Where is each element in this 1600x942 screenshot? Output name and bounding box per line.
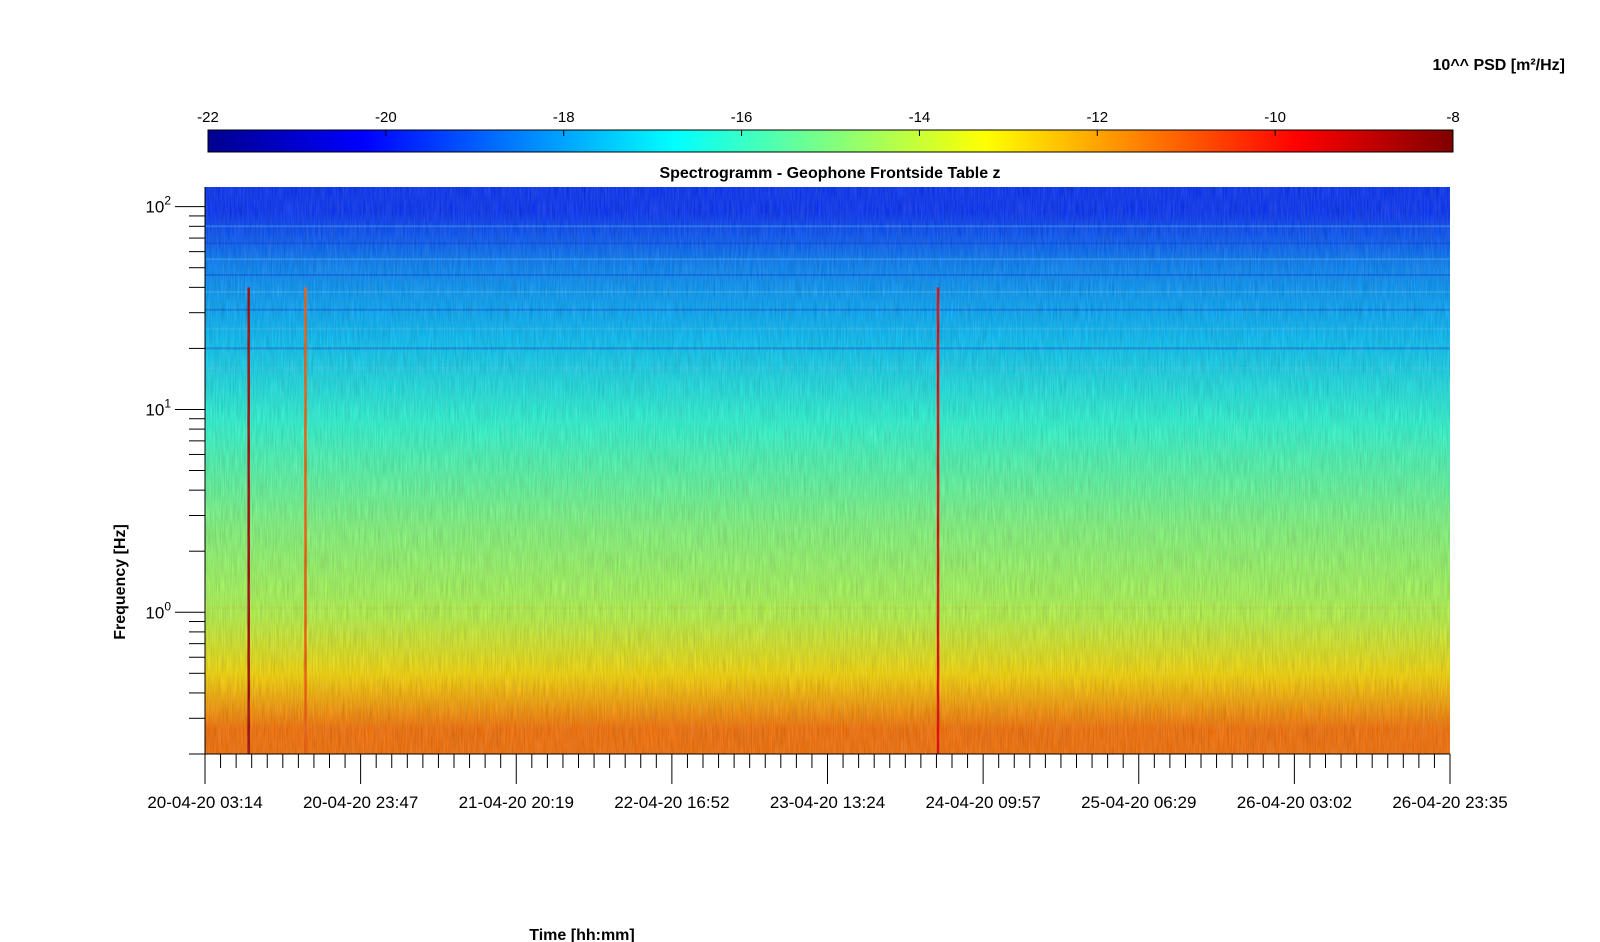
- chart-title: Spectrogramm - Geophone Frontside Table …: [659, 165, 1000, 182]
- colorbar-label: 10^^ PSD [m²/Hz]: [1433, 57, 1565, 74]
- y-tick-label: 102: [145, 194, 171, 217]
- colorbar-tick-label: -22: [197, 109, 219, 126]
- colorbar-tick-label: -12: [1086, 109, 1108, 126]
- x-tick-label: 21-04-20 20:19: [459, 793, 574, 812]
- y-tick-label: 101: [145, 396, 171, 419]
- x-tick-label: 23-04-20 13:24: [770, 793, 885, 812]
- colorbar-tick-label: -10: [1264, 109, 1286, 126]
- x-tick-label: 20-04-20 23:47: [303, 793, 418, 812]
- x-tick-label: 24-04-20 09:57: [925, 793, 1040, 812]
- x-tick-label: 20-04-20 03:14: [147, 793, 262, 812]
- x-tick-label: 25-04-20 06:29: [1081, 793, 1196, 812]
- colorbar-tick-label: -20: [375, 109, 397, 126]
- x-axis-label: Time [hh:mm]: [529, 927, 634, 942]
- x-tick-label: 22-04-20 16:52: [614, 793, 729, 812]
- spectrogram-light-texture: [205, 187, 1450, 754]
- colorbar-tick-label: -18: [553, 109, 575, 126]
- x-tick-label: 26-04-20 23:35: [1392, 793, 1507, 812]
- y-tick-label: 100: [145, 599, 171, 622]
- colorbar-tick-label: -16: [731, 109, 753, 126]
- y-axis-label: Frequency [Hz]: [112, 524, 129, 640]
- y-axis: 102 101 100: [145, 187, 206, 755]
- colorbar-gradient: [207, 129, 1454, 153]
- colorbar-tick-label: -8: [1446, 109, 1459, 126]
- x-axis: 20-04-20 03:14 20-04-20 23:47 21-04-20 20:…: [147, 753, 1508, 812]
- colorbar: -22 -20 -18 -16 -14 -12 -10 -8: [197, 109, 1460, 153]
- colorbar-tick-label: -14: [909, 109, 931, 126]
- spectrogram-area: [205, 187, 1450, 754]
- x-tick-label: 26-04-20 03:02: [1237, 793, 1352, 812]
